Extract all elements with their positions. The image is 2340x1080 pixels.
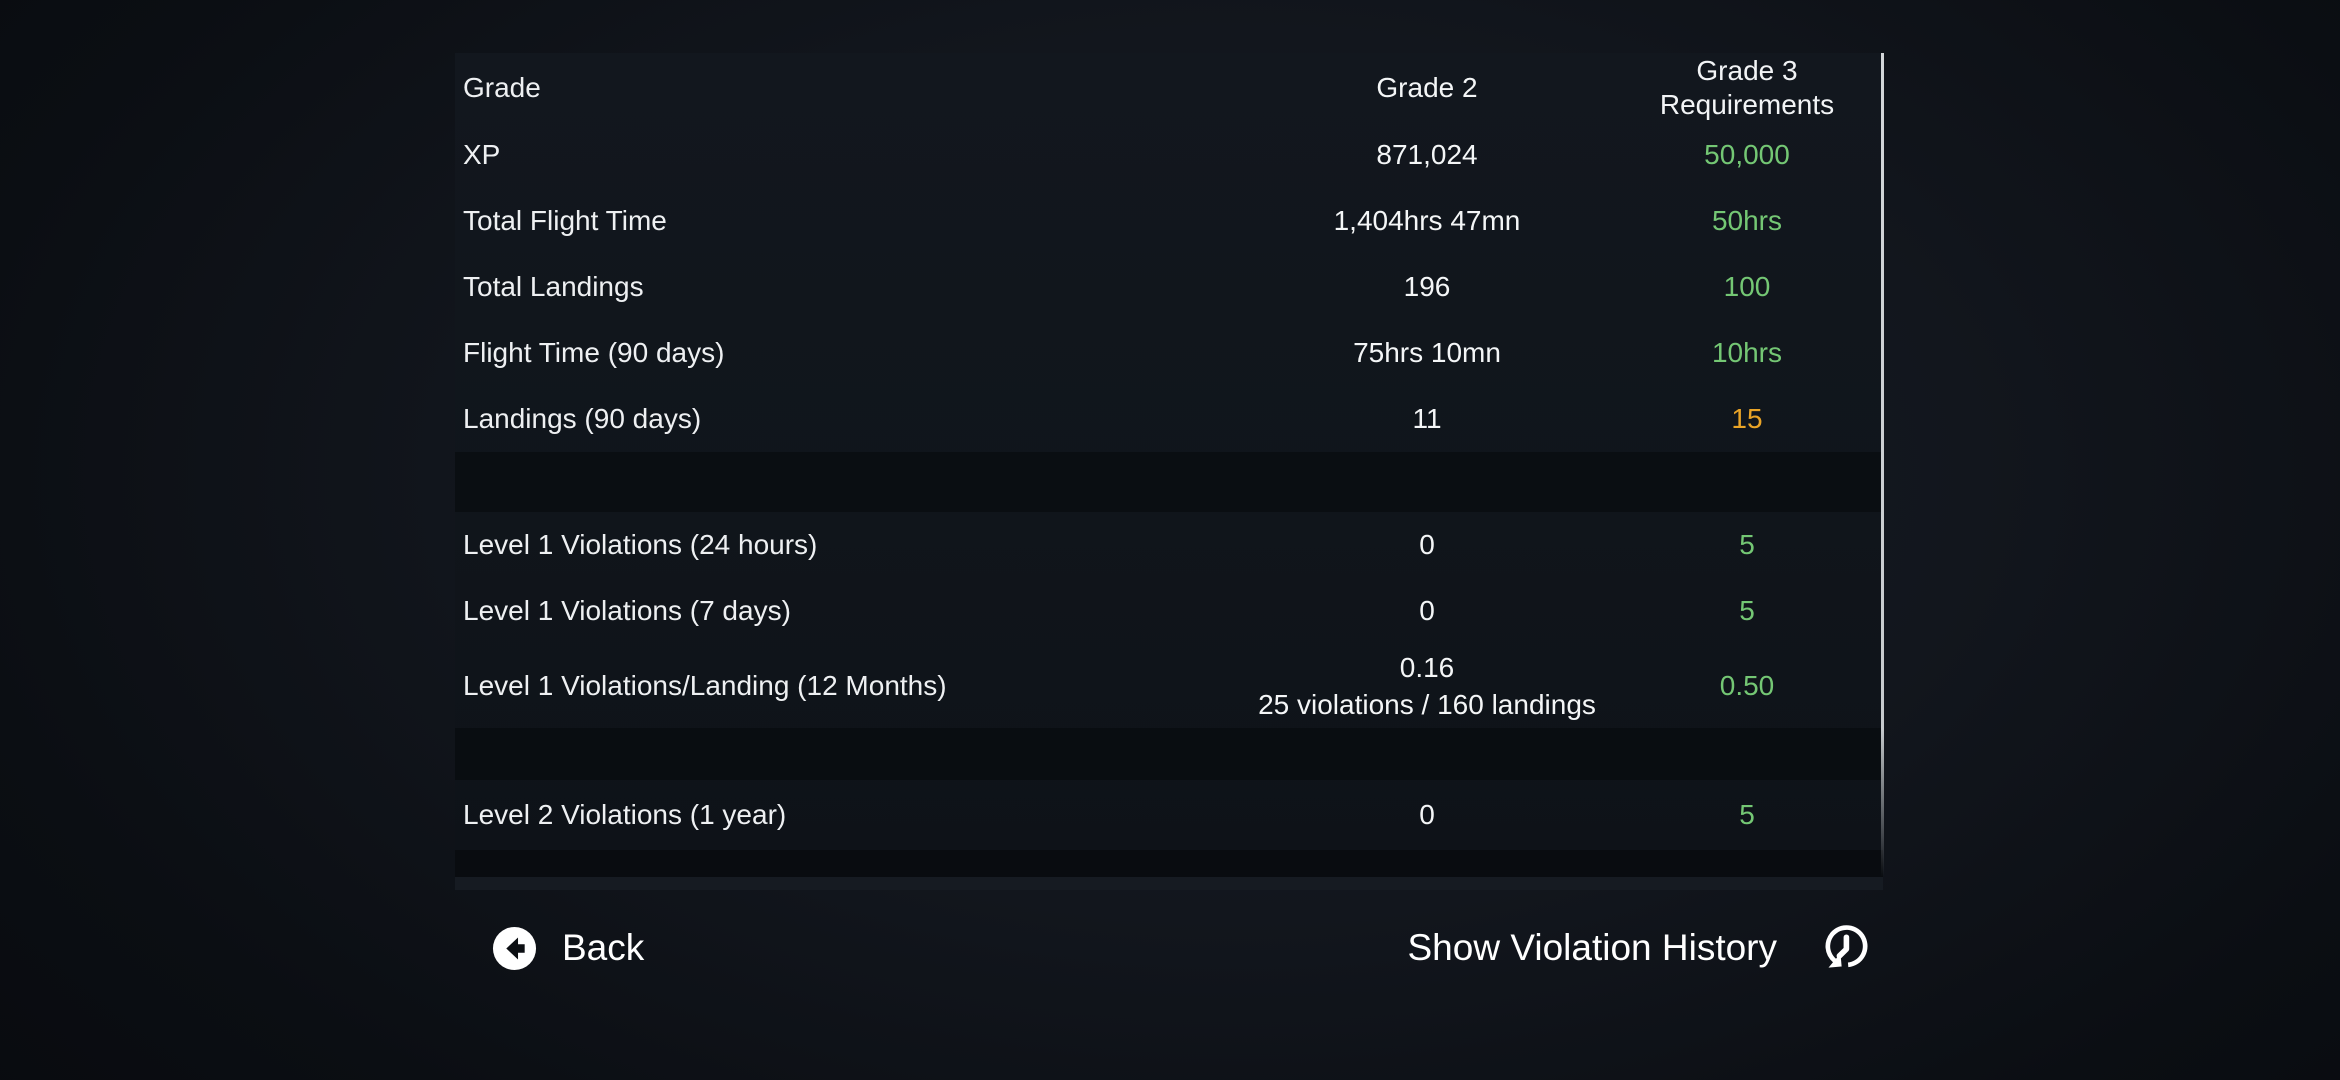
header-requirements-column: Grade 3 Requirements bbox=[1642, 54, 1852, 122]
table-row: Level 1 Violations (7 days) 0 5 bbox=[455, 578, 1883, 644]
row-current-value: 0 bbox=[1419, 799, 1435, 830]
header-grade-label: Grade bbox=[463, 71, 541, 103]
row-current-value: 0 bbox=[1419, 595, 1435, 626]
row-required-value: 5 bbox=[1739, 799, 1755, 830]
row-current-value-detail: 25 violations / 160 landings bbox=[1258, 689, 1596, 720]
table-row: Landings (90 days) 11 15 bbox=[455, 386, 1883, 452]
table-header-row: Grade Grade 2 Grade 3 Requirements bbox=[455, 53, 1883, 122]
table-bottom-strip bbox=[455, 850, 1883, 877]
row-required-value: 15 bbox=[1731, 403, 1763, 434]
row-current-value-main: 0.16 bbox=[1399, 652, 1455, 683]
show-violation-history-button[interactable]: Show Violation History bbox=[1408, 919, 1874, 977]
row-current-value: 75hrs 10mn bbox=[1353, 337, 1501, 368]
row-current-value: 871,024 bbox=[1376, 139, 1478, 170]
row-current-value: 0.16 25 violations / 160 landings bbox=[1212, 649, 1642, 723]
header-requirements-line2: Requirements bbox=[1659, 88, 1835, 120]
table-row: Level 1 Violations (24 hours) 0 5 bbox=[455, 512, 1883, 578]
row-current-value: 196 bbox=[1403, 271, 1451, 302]
row-label: Level 1 Violations/Landing (12 Months) bbox=[463, 670, 947, 701]
row-required-value: 10hrs bbox=[1711, 337, 1783, 368]
table-row: Flight Time (90 days) 75hrs 10mn 10hrs bbox=[455, 320, 1883, 386]
row-current-value: 0 bbox=[1419, 529, 1435, 560]
row-label: Level 2 Violations (1 year) bbox=[463, 799, 787, 830]
table-bottom-strip bbox=[455, 877, 1883, 890]
row-required-value: 100 bbox=[1723, 271, 1771, 302]
table-section-separator bbox=[455, 452, 1883, 512]
header-current-grade-column: Grade 2 bbox=[1376, 71, 1478, 103]
table-row: Total Flight Time 1,404hrs 47mn 50hrs bbox=[455, 188, 1883, 254]
header-requirements-line1: Grade 3 bbox=[1696, 54, 1798, 86]
row-label: Level 1 Violations (24 hours) bbox=[463, 529, 818, 560]
show-violation-history-label: Show Violation History bbox=[1407, 927, 1778, 968]
table-row: XP 871,024 50,000 bbox=[455, 122, 1883, 188]
back-button-label: Back bbox=[562, 927, 645, 968]
row-required-value: 5 bbox=[1739, 529, 1755, 560]
table-row: Level 1 Violations/Landing (12 Months) 0.… bbox=[455, 644, 1883, 728]
row-label: Level 1 Violations (7 days) bbox=[463, 595, 791, 626]
table-row: Total Landings 196 100 bbox=[455, 254, 1883, 320]
row-label: XP bbox=[463, 139, 501, 170]
arrow-left-circle-icon bbox=[491, 925, 538, 972]
row-current-value: 1,404hrs 47mn bbox=[1333, 205, 1521, 236]
table-section-separator bbox=[455, 728, 1883, 780]
row-label: Total Landings bbox=[463, 271, 644, 302]
table-scrollbar[interactable] bbox=[1881, 53, 1884, 877]
back-button[interactable]: Back bbox=[491, 919, 644, 977]
row-required-value: 5 bbox=[1739, 595, 1755, 626]
grade-requirements-table: Grade Grade 2 Grade 3 Requirements XP 871… bbox=[455, 53, 1883, 890]
row-label: Landings (90 days) bbox=[463, 403, 702, 434]
row-label: Flight Time (90 days) bbox=[463, 337, 725, 368]
row-required-value: 50hrs bbox=[1711, 205, 1783, 236]
table-row: Level 2 Violations (1 year) 0 5 bbox=[455, 780, 1883, 850]
history-icon bbox=[1817, 920, 1873, 976]
row-label: Total Flight Time bbox=[463, 205, 667, 236]
row-required-value: 0.50 bbox=[1719, 670, 1775, 701]
row-required-value: 50,000 bbox=[1704, 139, 1790, 170]
row-current-value: 11 bbox=[1412, 403, 1442, 434]
